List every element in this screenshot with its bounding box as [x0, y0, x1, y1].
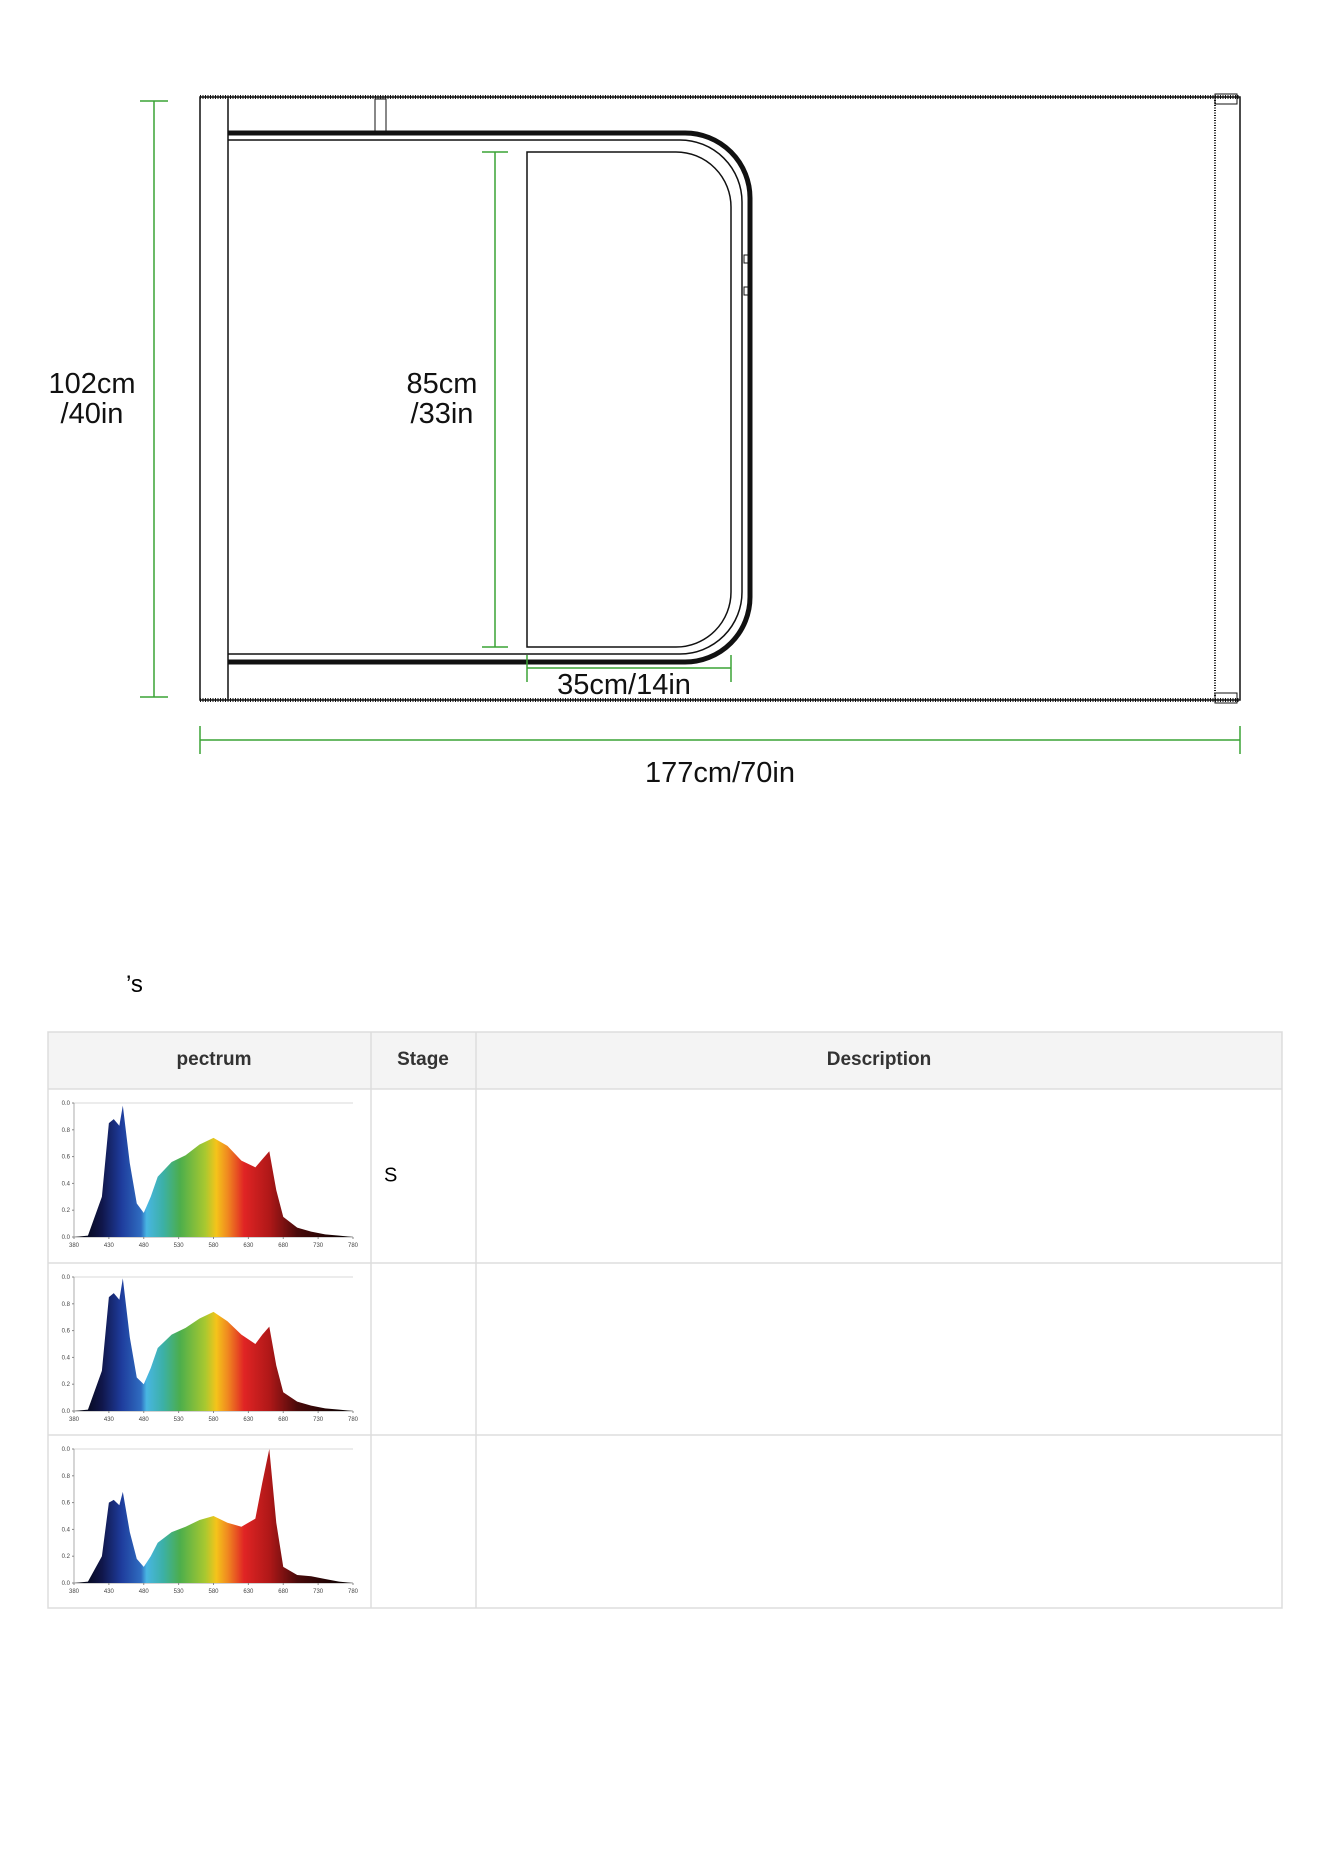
y-tick-label: 0.6: [62, 1329, 71, 1335]
door-height-label: /33in: [411, 398, 474, 430]
x-tick-label: 530: [174, 1417, 185, 1423]
y-tick-label: 0.2: [62, 1554, 71, 1560]
y-tick-label: 0.0: [62, 1235, 71, 1241]
x-tick-label: 380: [69, 1417, 80, 1423]
height-label: /40in: [61, 398, 124, 430]
x-tick-label: 780: [348, 1417, 359, 1423]
x-tick-label: 380: [69, 1589, 80, 1595]
table: pectrum Stage Description S: [47, 1031, 1283, 1609]
x-tick-label: 430: [104, 1243, 115, 1249]
spectrum-area: [74, 1449, 353, 1583]
height-label: 102cm: [48, 368, 135, 400]
x-tick-label: 630: [243, 1243, 254, 1249]
y-tick-label: 0.2: [62, 1208, 71, 1214]
y-tick-label: 0.0: [62, 1581, 71, 1587]
x-tick-label: 680: [278, 1589, 289, 1595]
width-label: 177cm/70in: [645, 757, 795, 789]
y-tick-label: 0.6: [62, 1501, 71, 1507]
x-tick-label: 680: [278, 1243, 289, 1249]
x-tick-label: 480: [139, 1589, 150, 1595]
x-tick-label: 630: [243, 1589, 254, 1595]
y-tick-label: 0.0: [62, 1101, 71, 1107]
y-tick-label: 0.0: [62, 1275, 71, 1281]
x-tick-label: 580: [208, 1243, 219, 1249]
x-tick-label: 780: [348, 1243, 359, 1249]
spectrum-chart: 0.0 0.2 0.4 0.6 0.8 0.0 380 430 480 530 580 630 680 7…: [62, 1447, 359, 1595]
stage-cell: S: [384, 1164, 397, 1186]
y-tick-label: 0.8: [62, 1302, 71, 1308]
y-tick-label: 0.0: [62, 1447, 71, 1453]
x-tick-label: 630: [243, 1417, 254, 1423]
y-tick-label: 0.6: [62, 1155, 71, 1161]
header-cell: Description: [827, 1049, 932, 1070]
header-cell: pectrum: [177, 1049, 252, 1070]
y-tick-label: 0.2: [62, 1382, 71, 1388]
x-tick-label: 780: [348, 1589, 359, 1595]
x-tick-label: 530: [174, 1243, 185, 1249]
tent-drawing: 102cm /40in 85cm /33in 35cm/14in 177cm/7…: [48, 93, 1241, 789]
x-tick-label: 480: [139, 1417, 150, 1423]
door-width-label: 35cm/14in: [557, 669, 691, 701]
header-row: [48, 1032, 1282, 1089]
x-tick-label: 430: [104, 1589, 115, 1595]
spectrum-chart: 0.0 0.2 0.4 0.6 0.8 0.0 380 430 480 530 580 630 680 7…: [62, 1101, 359, 1249]
y-tick-label: 0.4: [62, 1181, 71, 1187]
door-height-label: 85cm: [407, 368, 478, 400]
x-tick-label: 480: [139, 1243, 150, 1249]
spectrum-area: [74, 1105, 353, 1237]
x-tick-label: 430: [104, 1417, 115, 1423]
x-tick-label: 530: [174, 1589, 185, 1595]
x-tick-label: 730: [313, 1417, 324, 1423]
x-tick-label: 680: [278, 1417, 289, 1423]
spectrum-area: [74, 1278, 353, 1411]
x-tick-label: 380: [69, 1243, 80, 1249]
y-tick-label: 0.0: [62, 1409, 71, 1415]
x-tick-label: 580: [208, 1589, 219, 1595]
spectrum-chart: 0.0 0.2 0.4 0.6 0.8 0.0 380 430 480 530 580 630 680 7…: [62, 1275, 359, 1423]
y-tick-label: 0.4: [62, 1527, 71, 1533]
header-cell: Stage: [397, 1049, 449, 1070]
x-tick-label: 730: [313, 1243, 324, 1249]
x-tick-label: 730: [313, 1589, 324, 1595]
y-tick-label: 0.8: [62, 1128, 71, 1134]
heading: ’s: [126, 971, 143, 998]
x-tick-label: 580: [208, 1417, 219, 1423]
y-tick-label: 0.8: [62, 1474, 71, 1480]
y-tick-label: 0.4: [62, 1355, 71, 1361]
